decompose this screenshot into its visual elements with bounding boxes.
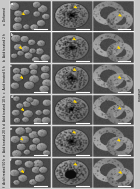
Text: c: c <box>10 64 12 68</box>
Text: a  Defamed: a Defamed <box>3 7 7 25</box>
Text: c  Acid treated 5 h: c Acid treated 5 h <box>3 65 7 93</box>
Text: e  Acid treated 20 h: e Acid treated 20 h <box>3 126 7 156</box>
Text: a: a <box>10 2 13 5</box>
Text: d: d <box>10 95 13 99</box>
Text: Defamed: Defamed <box>136 88 140 101</box>
Text: f  Acid treated 50 h: f Acid treated 50 h <box>3 158 7 187</box>
Text: b  Acid treated 2 h: b Acid treated 2 h <box>3 34 7 61</box>
Text: f: f <box>10 158 12 162</box>
Text: d  Acid treated 10 h: d Acid treated 10 h <box>3 95 7 125</box>
Text: e: e <box>10 127 13 131</box>
Text: b: b <box>10 33 13 37</box>
